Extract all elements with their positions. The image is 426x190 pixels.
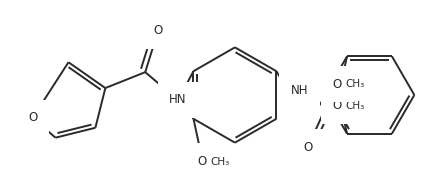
Text: O: O xyxy=(332,99,341,112)
Text: O: O xyxy=(153,24,162,37)
Text: O: O xyxy=(332,78,341,91)
Text: CH₃: CH₃ xyxy=(210,157,229,166)
Text: O: O xyxy=(197,155,206,168)
Text: O: O xyxy=(28,111,37,124)
Text: HN: HN xyxy=(169,93,187,106)
Text: O: O xyxy=(302,141,311,154)
Text: CH₃: CH₃ xyxy=(344,101,363,111)
Text: CH₃: CH₃ xyxy=(344,79,363,89)
Text: NH: NH xyxy=(290,84,308,97)
